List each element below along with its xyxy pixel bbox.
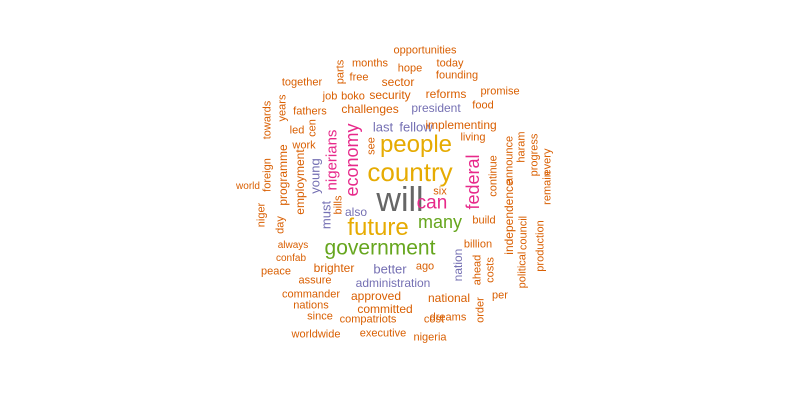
cloud-word-can: can [416, 192, 448, 214]
cloud-word-fellow: fellow [399, 119, 433, 135]
cloud-word-towards: towards [261, 100, 274, 140]
cloud-word-also: also [344, 205, 368, 219]
cloud-word-economy: economy [342, 123, 362, 197]
cloud-word-today: today [436, 57, 464, 70]
cloud-word-order: order [474, 297, 487, 323]
cloud-word-announce: announce [503, 135, 516, 185]
cloud-word-cost: cost [423, 313, 445, 326]
cloud-word-haram: haram [515, 131, 528, 163]
cloud-word-day: day [274, 216, 287, 234]
cloud-word-living: living [460, 131, 486, 144]
cloud-word-reforms: reforms [425, 87, 467, 101]
cloud-word-compatriots: compatriots [339, 313, 397, 326]
cloud-word-founding: founding [435, 69, 479, 82]
cloud-word-sector: sector [381, 75, 415, 89]
cloud-word-approved: approved [350, 289, 402, 303]
cloud-word-government: government [324, 236, 436, 260]
cloud-word-costs: costs [484, 257, 497, 283]
cloud-word-brighter: brighter [313, 261, 355, 275]
cloud-word-young: young [307, 158, 323, 194]
cloud-word-work: work [292, 139, 316, 152]
cloud-word-food: food [472, 99, 494, 112]
cloud-word-ahead: ahead [471, 254, 484, 286]
cloud-word-see: see [365, 137, 378, 155]
cloud-word-six: six [433, 185, 447, 198]
cloud-word-boko: boko [341, 90, 365, 103]
cloud-word-will: will [376, 181, 424, 219]
cloud-word-build: build [472, 214, 496, 227]
cloud-word-billion: billion [463, 238, 493, 251]
cloud-word-national: national [427, 291, 471, 305]
cloud-word-progress: progress [528, 133, 541, 177]
cloud-word-world: world [236, 181, 260, 192]
cloud-word-worldwide: worldwide [291, 328, 341, 341]
cloud-word-cen: cen [306, 119, 319, 137]
cloud-word-since: since [307, 310, 333, 323]
cloud-word-must: must [318, 200, 334, 230]
cloud-word-federal: federal [463, 154, 483, 210]
cloud-word-together: together [281, 76, 323, 89]
cloud-word-bills: bills [332, 195, 345, 215]
cloud-word-per: per [492, 289, 508, 302]
cloud-word-administration: administration [355, 276, 431, 290]
cloud-word-production: production [534, 220, 547, 272]
cloud-word-programme: programme [276, 144, 290, 206]
cloud-word-future: future [347, 214, 409, 241]
cloud-word-committed: committed [357, 302, 413, 316]
cloud-word-challenges: challenges [341, 102, 399, 116]
cloud-word-nation: nation [451, 248, 465, 282]
cloud-word-employment: employment [293, 149, 307, 215]
cloud-word-free: free [349, 71, 369, 84]
cloud-word-hope: hope [397, 62, 423, 75]
cloud-word-months: months [351, 57, 389, 70]
cloud-word-commander: commander [281, 288, 341, 301]
cloud-word-council: council [517, 215, 530, 251]
cloud-word-ago: ago [415, 260, 435, 273]
cloud-word-always: always [277, 240, 309, 251]
cloud-word-last: last [372, 119, 394, 135]
cloud-word-assure: assure [298, 274, 332, 287]
cloud-word-president: president [411, 101, 461, 115]
cloud-word-executive: executive [359, 327, 407, 340]
cloud-word-remain: remain [541, 171, 554, 205]
cloud-word-niger: niger [255, 202, 268, 228]
cloud-word-dreams: dreams [429, 311, 467, 324]
cloud-word-better: better [373, 261, 407, 277]
cloud-word-country: country [367, 157, 453, 187]
cloud-word-led: led [289, 124, 305, 137]
cloud-word-people: people [379, 131, 453, 158]
cloud-word-job: job [322, 90, 338, 103]
cloud-word-parts: parts [334, 59, 347, 85]
cloud-word-nations: nations [293, 299, 329, 312]
cloud-word-nigeria: nigeria [413, 331, 447, 344]
cloud-word-many: many [417, 212, 463, 232]
cloud-word-opportunities: opportunities [393, 44, 457, 57]
cloud-word-continue: continue [487, 155, 500, 197]
cloud-word-fathers: fathers [293, 105, 327, 118]
cloud-word-confab: confab [275, 253, 307, 264]
cloud-word-independence: independence [502, 179, 516, 255]
cloud-word-implementing: implementing [425, 118, 497, 132]
cloud-word-foreign: foreign [261, 158, 274, 192]
cloud-word-promise: promise [480, 85, 520, 98]
cloud-word-years: years [276, 94, 289, 122]
cloud-word-nigerians: nigerians [323, 129, 341, 191]
cloud-word-political: political [516, 251, 529, 289]
cloud-word-peace: peace [261, 265, 291, 278]
cloud-word-security: security [369, 88, 411, 102]
